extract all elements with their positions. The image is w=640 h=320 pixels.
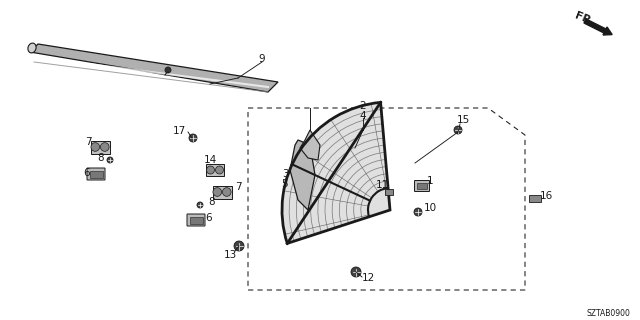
Circle shape [234,241,244,251]
Text: 9: 9 [259,54,266,64]
Circle shape [189,134,197,142]
Circle shape [216,166,223,174]
Circle shape [165,67,171,73]
Text: 15: 15 [456,115,470,125]
Text: FR.: FR. [573,11,596,28]
Bar [529,195,541,202]
Circle shape [223,188,231,196]
Bar [90,171,102,178]
Text: 7: 7 [84,137,92,147]
Bar [90,140,109,154]
Circle shape [207,166,214,174]
Text: 14: 14 [204,155,216,165]
Text: 11: 11 [376,180,388,190]
Text: 17: 17 [172,126,186,136]
Polygon shape [30,44,278,92]
Circle shape [100,143,109,151]
Text: 16: 16 [540,191,552,201]
Text: 7: 7 [235,182,241,192]
Ellipse shape [28,43,36,53]
Text: 1: 1 [427,176,433,186]
Text: 12: 12 [362,273,374,283]
FancyBboxPatch shape [87,168,105,180]
Text: 2: 2 [360,101,366,111]
Circle shape [351,267,361,277]
Circle shape [107,157,113,163]
Polygon shape [290,140,315,210]
Polygon shape [300,130,320,160]
Circle shape [197,202,203,208]
Text: 6: 6 [84,168,90,178]
Text: 4: 4 [360,111,366,121]
Circle shape [213,188,221,196]
Bar [206,164,224,176]
Circle shape [91,143,100,151]
Bar [189,217,202,223]
Text: 8: 8 [209,197,215,207]
Circle shape [454,126,462,134]
Text: 3: 3 [282,169,288,179]
Text: 13: 13 [223,250,237,260]
Text: 8: 8 [98,153,104,163]
FancyArrow shape [584,19,612,35]
Text: 6: 6 [205,213,212,223]
Bar [385,189,393,195]
Bar [212,186,232,198]
FancyBboxPatch shape [415,180,429,191]
Text: 10: 10 [424,203,436,213]
FancyBboxPatch shape [187,214,205,226]
Text: SZTAB0900: SZTAB0900 [586,309,630,318]
Wedge shape [282,102,390,244]
Bar [417,183,427,189]
Circle shape [414,208,422,216]
Text: 5: 5 [282,179,288,189]
